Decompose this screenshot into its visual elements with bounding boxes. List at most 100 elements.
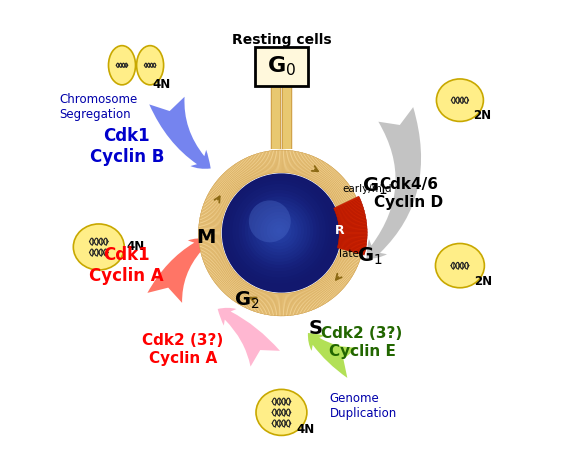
Wedge shape [336, 257, 358, 268]
Text: Cdk1
Cyclin A: Cdk1 Cyclin A [90, 246, 164, 285]
Wedge shape [309, 159, 321, 180]
Wedge shape [312, 285, 325, 305]
Wedge shape [250, 156, 260, 177]
Wedge shape [342, 225, 364, 229]
Wedge shape [282, 294, 285, 316]
Wedge shape [315, 283, 328, 302]
Wedge shape [339, 223, 367, 228]
Wedge shape [200, 216, 222, 222]
Wedge shape [246, 288, 257, 309]
Wedge shape [259, 291, 266, 313]
Wedge shape [279, 150, 281, 172]
Wedge shape [339, 250, 361, 259]
Wedge shape [288, 151, 293, 173]
Wedge shape [338, 252, 360, 261]
Text: G$_2$: G$_2$ [234, 290, 259, 311]
Wedge shape [342, 226, 365, 230]
Wedge shape [340, 246, 362, 253]
Wedge shape [240, 160, 253, 180]
Wedge shape [338, 245, 366, 252]
Wedge shape [339, 233, 367, 236]
Text: S: S [308, 319, 323, 338]
Wedge shape [327, 178, 345, 194]
Wedge shape [224, 277, 240, 294]
Wedge shape [308, 287, 320, 308]
Wedge shape [339, 232, 367, 234]
Wedge shape [339, 208, 361, 216]
Wedge shape [339, 226, 367, 230]
Wedge shape [267, 293, 273, 315]
Wedge shape [200, 246, 223, 253]
Wedge shape [289, 293, 294, 315]
Wedge shape [200, 214, 223, 221]
Wedge shape [333, 190, 353, 203]
Wedge shape [342, 240, 364, 245]
Wedge shape [331, 267, 350, 282]
Wedge shape [339, 234, 367, 238]
Wedge shape [339, 222, 367, 227]
Wedge shape [223, 172, 240, 190]
Wedge shape [217, 271, 235, 287]
Wedge shape [332, 265, 352, 278]
Wedge shape [257, 291, 265, 313]
Wedge shape [306, 288, 317, 309]
Wedge shape [335, 261, 355, 273]
Wedge shape [335, 195, 356, 206]
Wedge shape [215, 269, 234, 285]
Wedge shape [243, 158, 255, 179]
Wedge shape [338, 241, 366, 248]
Wedge shape [207, 194, 228, 206]
Wedge shape [339, 237, 367, 240]
Wedge shape [300, 154, 308, 176]
Wedge shape [201, 212, 223, 219]
Circle shape [273, 225, 285, 237]
Wedge shape [342, 229, 365, 232]
Wedge shape [281, 294, 283, 316]
Wedge shape [337, 200, 358, 210]
Wedge shape [275, 294, 279, 316]
Wedge shape [200, 244, 222, 249]
Wedge shape [342, 232, 365, 234]
Wedge shape [200, 245, 223, 251]
Wedge shape [331, 267, 351, 281]
Wedge shape [210, 188, 231, 201]
Wedge shape [328, 270, 347, 285]
Wedge shape [312, 162, 325, 182]
Wedge shape [233, 282, 247, 302]
Wedge shape [338, 242, 366, 249]
Wedge shape [208, 261, 229, 274]
Wedge shape [337, 209, 365, 218]
Wedge shape [316, 282, 331, 301]
Wedge shape [271, 293, 275, 315]
Wedge shape [199, 237, 221, 241]
Wedge shape [294, 292, 301, 314]
Wedge shape [336, 207, 364, 217]
Wedge shape [228, 169, 243, 187]
Wedge shape [275, 150, 278, 172]
Wedge shape [334, 191, 354, 204]
Wedge shape [335, 199, 361, 212]
Wedge shape [335, 200, 362, 212]
Wedge shape [338, 246, 365, 254]
Wedge shape [218, 178, 236, 194]
Wedge shape [258, 153, 266, 175]
Wedge shape [337, 255, 359, 266]
Wedge shape [290, 151, 296, 173]
Wedge shape [329, 181, 348, 197]
Wedge shape [253, 290, 262, 312]
Wedge shape [198, 234, 221, 237]
Wedge shape [286, 293, 289, 316]
Ellipse shape [436, 79, 484, 122]
Wedge shape [266, 293, 271, 315]
Wedge shape [297, 291, 305, 313]
Wedge shape [339, 229, 367, 232]
Wedge shape [200, 242, 222, 248]
Wedge shape [202, 252, 224, 260]
Wedge shape [337, 256, 358, 267]
Wedge shape [320, 279, 335, 297]
Wedge shape [325, 274, 343, 291]
Wedge shape [209, 192, 229, 204]
Text: Cdk2 (3?)
Cyclin A: Cdk2 (3?) Cyclin A [142, 333, 223, 366]
Circle shape [222, 173, 341, 293]
Wedge shape [321, 170, 337, 188]
